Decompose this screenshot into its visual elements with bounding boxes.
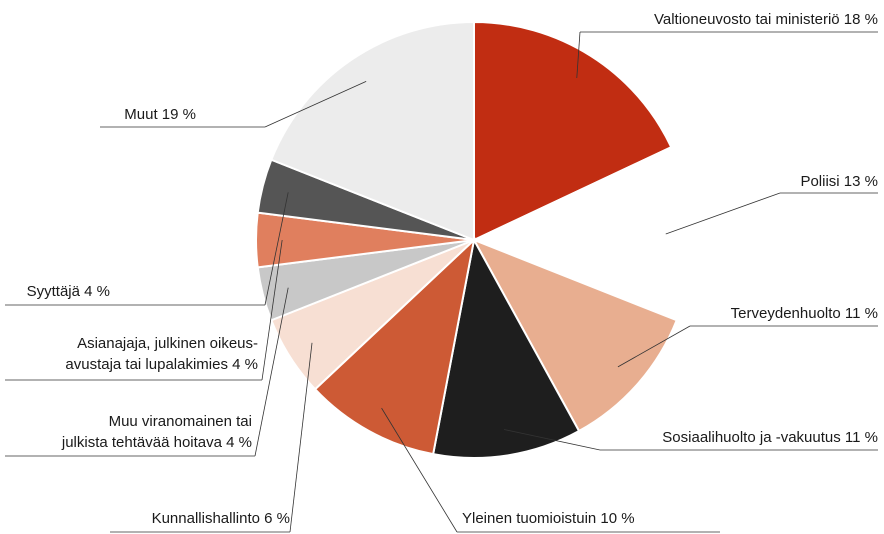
category-label: Terveydenhuolto [731, 305, 841, 322]
category-label: Yleinen tuomioistuin [462, 510, 596, 527]
leader-line [264, 192, 289, 306]
leader-line [381, 407, 458, 533]
category-label: Syyttäjä [27, 283, 81, 300]
pie-slice [471, 145, 693, 322]
label-line: Syyttäjä [27, 283, 81, 300]
label-line: Terveydenhuolto [731, 305, 841, 322]
slice-label: Asianajaja, julkinen oikeus-avustaja tai… [65, 335, 258, 373]
pie-slice [473, 20, 673, 242]
leader-line [289, 342, 313, 533]
slice-label: Terveydenhuolto 11 % [731, 305, 878, 322]
slice-label: Yleinen tuomioistuin 10 % [462, 510, 635, 527]
value-label: 11 % [841, 305, 878, 322]
value-label: 4 % [80, 283, 110, 300]
value-label: 10 % [596, 510, 634, 527]
value-label: 4 % [228, 356, 258, 373]
leader-line [503, 429, 601, 451]
label-line: Sosiaalihuolto ja -vakuutus [662, 429, 840, 446]
label-line: Muut [124, 106, 158, 123]
pie-slice [471, 238, 678, 433]
leader-line [254, 287, 289, 457]
label-line: Kunnallishallinto [152, 510, 260, 527]
category-label: Poliisi [800, 173, 839, 190]
value-label: 18 % [840, 11, 878, 28]
leader-line [665, 192, 781, 235]
category-label: Asianajaja, julkinen oikeus-avustaja tai… [65, 335, 258, 373]
label-line: Asianajaja, julkinen oikeus- [77, 335, 258, 352]
label-line: julkista tehtävää hoitava [61, 434, 223, 451]
pie-slice [431, 237, 581, 459]
leader-line [264, 80, 367, 128]
label-line: Muu viranomainen tai [109, 413, 252, 430]
slice-label: Valtioneuvosto tai ministeriö 18 % [654, 11, 878, 28]
slice-label: Sosiaalihuolto ja -vakuutus 11 % [662, 429, 878, 446]
label-line: avustaja tai lupalakimies [65, 356, 228, 373]
label-line: Yleinen tuomioistuin [462, 510, 596, 527]
value-label: 6 % [260, 510, 290, 527]
value-label: 13 % [840, 173, 878, 190]
category-label: Muut [124, 106, 158, 123]
leader-line [261, 239, 283, 381]
slice-label: Poliisi 13 % [800, 173, 878, 190]
category-label: Sosiaalihuolto ja -vakuutus [662, 429, 840, 446]
slice-label: Syyttäjä 4 % [27, 283, 110, 300]
label-line: Valtioneuvosto tai ministeriö [654, 11, 840, 28]
category-label: Kunnallishallinto [152, 510, 260, 527]
value-label: 19 % [158, 106, 196, 123]
category-label: Muu viranomainen tai julkista tehtävää ho… [61, 413, 252, 451]
leader-line [617, 325, 691, 368]
value-label: 11 % [841, 429, 878, 446]
pie-slice [313, 237, 476, 456]
slice-label: Kunnallishallinto 6 % [152, 510, 290, 527]
leader-line [576, 31, 581, 79]
label-line: Poliisi [800, 173, 839, 190]
value-label: 4 % [222, 434, 252, 451]
slice-label: Muu viranomainen tai julkista tehtävää ho… [61, 413, 252, 451]
slice-label: Muut 19 % [124, 106, 196, 123]
category-label: Valtioneuvosto tai ministeriö [654, 11, 840, 28]
pie-slice [270, 20, 475, 242]
